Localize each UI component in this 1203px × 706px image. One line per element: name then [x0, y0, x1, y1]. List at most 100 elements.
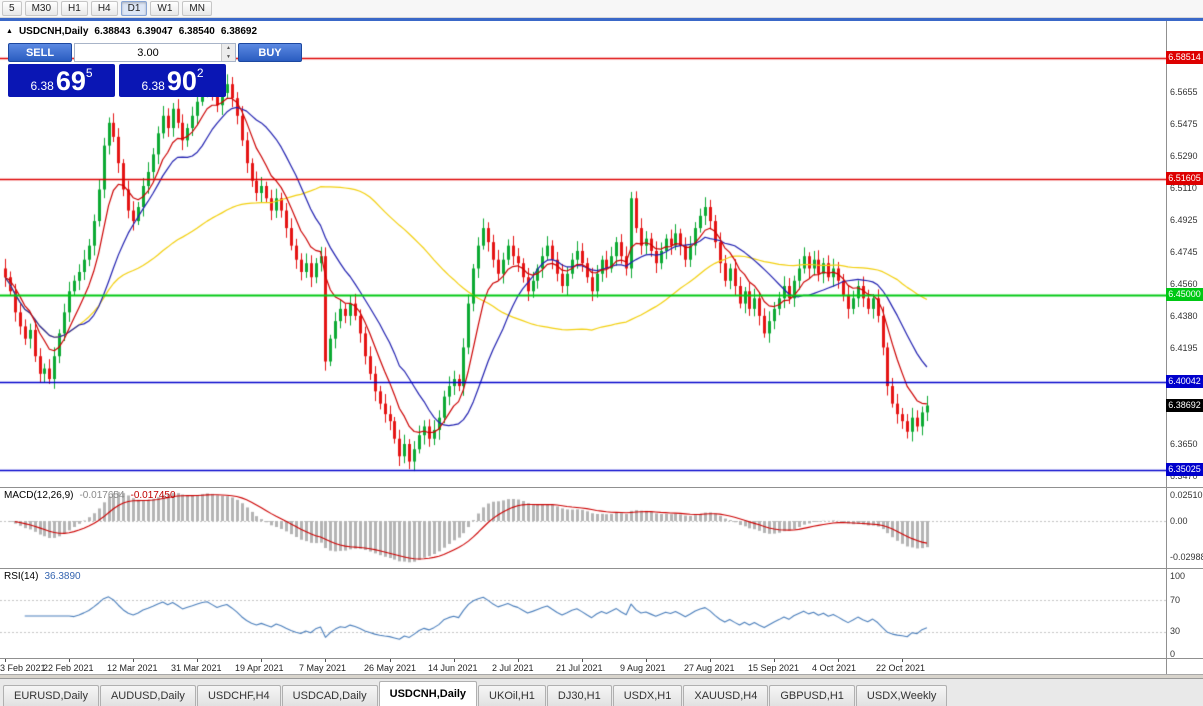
sell-price-pip-digit: 5: [85, 66, 93, 80]
price-axis-label: 6.4195: [1170, 343, 1198, 354]
buy-button[interactable]: BUY: [238, 43, 302, 62]
timeframe-button-m30[interactable]: M30: [24, 1, 59, 16]
ohlc-close-value: 6.38692: [220, 26, 258, 37]
time-axis-tick: [69, 659, 70, 662]
rsi-value: 36.3890: [44, 571, 81, 582]
time-axis-label: 31 Mar 2021: [171, 663, 222, 673]
time-axis-label: 12 Mar 2021: [107, 663, 158, 673]
time-axis-tick: [325, 659, 326, 662]
rsi-header: RSI(14) 36.3890: [4, 571, 81, 582]
chart-tab-bar: EURUSD,Daily AUDUSD,Daily USDCHF,H4 USDCAD,…: [0, 678, 1203, 706]
tab-usdcad-daily[interactable]: USDCAD,Daily: [281, 685, 378, 706]
macd-axis-label: -0.02988: [1170, 552, 1203, 562]
price-axis-label: 6.5290: [1170, 151, 1198, 162]
buy-price-pip-digit: 2: [196, 66, 204, 80]
price-axis-label: 6.4560: [1170, 279, 1198, 290]
volume-decrease-button[interactable]: ▼: [222, 52, 235, 61]
timeframe-button-w1[interactable]: W1: [150, 1, 180, 16]
rsi-axis-label: 70: [1170, 595, 1181, 605]
time-axis-tick: [838, 659, 839, 662]
timeframe-toolbar: 5 M30 H1 H4 D1 W1 MN: [0, 0, 1203, 18]
time-axis-tick: [454, 659, 455, 662]
chart-symbol-label: USDCNH,Daily: [18, 26, 89, 37]
macd-main-value: -0.017654: [79, 490, 125, 501]
ohlc-low-value: 6.38540: [178, 26, 215, 37]
rsi-axis-label: 0: [1170, 649, 1176, 659]
tab-ukoil-h1[interactable]: UKOil,H1: [478, 685, 546, 706]
timeframe-button-d1[interactable]: D1: [120, 1, 148, 16]
tab-usdchf-h4[interactable]: USDCHF,H4: [196, 685, 281, 706]
time-axis-label: 27 Aug 2021: [684, 663, 735, 673]
sell-button[interactable]: SELL: [8, 43, 72, 62]
price-axis-separator: [1166, 21, 1167, 674]
timeframe-button-h4[interactable]: H4: [90, 1, 118, 16]
chart-window-top-border: [0, 18, 1203, 21]
chart-title-line: ▲ USDCNH,Daily 6.38843 6.39047 6.38540 6…: [6, 26, 257, 37]
tab-usdx-weekly[interactable]: USDX,Weekly: [855, 685, 948, 706]
macd-canvas[interactable]: [0, 488, 1166, 568]
price-axis-label: 6.5655: [1170, 87, 1198, 98]
sell-price-big-digits: 69: [55, 66, 86, 96]
tab-gbpusd-h1[interactable]: GBPUSD,H1: [769, 685, 855, 706]
volume-spinner: ▲ ▼: [74, 43, 236, 62]
macd-axis-label: 0.02510: [1170, 490, 1203, 500]
trade-prices-row: 6.38 69 5 6.38 90 2: [8, 64, 226, 97]
rsi-label: RSI(14): [4, 571, 39, 582]
tab-dj30-h1[interactable]: DJ30,H1: [546, 685, 612, 706]
price-line-badge: 6.40042: [1166, 375, 1203, 389]
macd-label: MACD(12,26,9): [4, 490, 74, 501]
time-axis-label: 9 Aug 2021: [620, 663, 666, 673]
time-axis-tick: [710, 659, 711, 662]
price-axis-label: 6.4925: [1170, 215, 1198, 226]
time-axis-label: 22 Feb 2021: [43, 663, 94, 673]
volume-input[interactable]: [75, 44, 221, 61]
time-axis-label: 15 Sep 2021: [748, 663, 800, 673]
macd-indicator-panel: MACD(12,26,9) -0.017654 -0.017450 0.0251…: [0, 487, 1203, 568]
sell-price-prefix: 6.38: [30, 79, 54, 93]
price-line-badge: 6.51605: [1166, 172, 1203, 186]
time-axis-label: 21 Jul 2021: [556, 663, 603, 673]
panel-resize-strip[interactable]: [0, 674, 1203, 678]
time-axis-label: 19 Apr 2021: [235, 663, 284, 673]
ohlc-open-value: 6.38843: [94, 26, 131, 37]
tab-usdx-h1[interactable]: USDX,H1: [612, 685, 683, 706]
volume-increase-button[interactable]: ▲: [222, 44, 235, 53]
time-axis-tick: [133, 659, 134, 662]
price-axis-label: 6.4380: [1170, 310, 1198, 321]
macd-header: MACD(12,26,9) -0.017654 -0.017450: [4, 490, 176, 501]
timeframe-button-5[interactable]: 5: [2, 1, 22, 16]
tab-audusd-daily[interactable]: AUDUSD,Daily: [99, 685, 196, 706]
tab-eurusd-daily[interactable]: EURUSD,Daily: [3, 685, 99, 706]
time-axis-tick: [518, 659, 519, 662]
buy-price-display[interactable]: 6.38 90 2: [119, 64, 226, 97]
macd-signal-value: -0.017450: [130, 490, 176, 501]
volume-spinner-arrows: ▲ ▼: [221, 44, 235, 61]
time-axis-tick: [902, 659, 903, 662]
rsi-canvas[interactable]: [0, 569, 1166, 658]
one-click-trading-panel: SELL ▲ ▼ BUY 6.38 69 5 6.38: [8, 43, 302, 97]
time-axis-label: 26 May 2021: [364, 663, 417, 673]
time-axis-tick: [774, 659, 775, 662]
macd-axis-label: 0.00: [1170, 516, 1188, 526]
ohlc-high-value: 6.39047: [136, 26, 173, 37]
rsi-axis-label: 30: [1170, 626, 1181, 636]
price-line-badge: 6.45000: [1166, 288, 1203, 302]
sell-price-display[interactable]: 6.38 69 5: [8, 64, 115, 97]
time-axis-tick: [582, 659, 583, 662]
price-line-badge: 6.35025: [1166, 463, 1203, 477]
time-axis: 3 Feb 2021 22 Feb 2021 12 Mar 2021 31 Mar 2…: [0, 658, 1203, 674]
price-axis-label: 6.4745: [1170, 246, 1198, 257]
current-price-badge: 6.38692: [1166, 399, 1203, 413]
timeframe-button-mn[interactable]: MN: [182, 1, 212, 16]
rsi-axis-label: 100: [1170, 571, 1186, 581]
time-axis-label: 7 May 2021: [299, 663, 347, 673]
tab-xauusd-h4[interactable]: XAUUSD,H4: [683, 685, 769, 706]
tab-usdcnh-daily[interactable]: USDCNH,Daily: [378, 681, 478, 706]
time-axis-tick: [261, 659, 262, 662]
price-chart-canvas[interactable]: [0, 21, 1166, 487]
price-axis-label: 6.5475: [1170, 118, 1198, 129]
chart-marker-icon: ▲: [6, 27, 13, 35]
trade-controls-row: SELL ▲ ▼ BUY: [8, 43, 302, 62]
timeframe-button-h1[interactable]: H1: [61, 1, 88, 16]
